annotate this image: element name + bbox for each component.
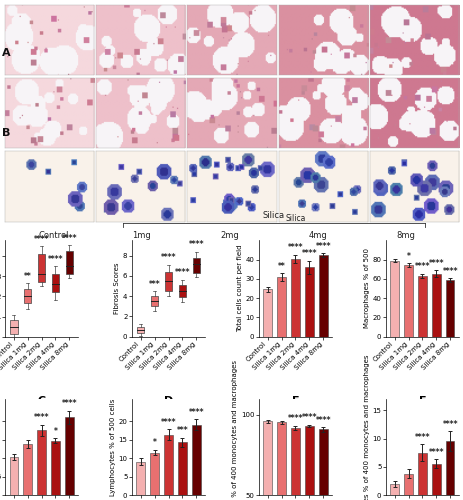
Text: *: * [53,426,57,436]
Text: ****: **** [287,414,303,424]
FancyBboxPatch shape [164,272,172,291]
FancyBboxPatch shape [178,285,186,297]
Bar [263,290,271,337]
Text: *: * [152,438,156,447]
Bar [136,462,144,495]
Y-axis label: Total cells count per field: Total cells count per field [236,244,242,332]
Text: Silica: Silica [262,212,284,220]
Y-axis label: Macrophages % of 500: Macrophages % of 500 [363,248,369,328]
Text: **: ** [277,262,285,270]
Y-axis label: Macrophages % of 400 monocytes and macrophages: Macrophages % of 400 monocytes and macro… [363,354,369,500]
Bar [431,464,439,495]
Bar [431,274,439,336]
Text: ****: **** [414,432,429,442]
Bar [403,474,412,495]
Text: ****: **** [188,240,204,249]
Text: *: * [406,252,410,260]
Bar [178,442,186,495]
Bar [164,435,172,495]
FancyBboxPatch shape [24,290,31,302]
Bar [389,260,398,336]
Text: E: E [291,396,299,406]
Bar [305,268,313,336]
Text: 8mg: 8mg [396,232,414,240]
Y-axis label: Monocyte % of 400 monocytes and macrophages: Monocyte % of 400 monocytes and macropha… [232,360,238,500]
Text: A: A [2,48,11,58]
Text: ****: **** [414,262,429,271]
FancyBboxPatch shape [192,258,200,273]
Text: ****: **** [34,414,49,422]
Text: B: B [2,128,11,138]
FancyBboxPatch shape [51,274,59,292]
Text: ****: **** [160,418,176,427]
Bar [51,440,60,495]
Bar [24,444,32,495]
FancyBboxPatch shape [65,252,73,274]
Bar [277,422,285,500]
Bar [319,255,327,336]
Bar [305,426,313,500]
Text: C: C [38,396,45,406]
Text: ****: **** [442,420,457,429]
Text: 1mg: 1mg [132,232,150,240]
Text: ****: **** [160,254,176,262]
Bar [445,280,453,336]
Text: ****: **** [174,268,190,278]
Bar [10,457,18,495]
Text: ****: **** [62,400,77,408]
Bar [417,276,425,336]
Text: ***: *** [176,426,188,436]
Text: Control: Control [38,232,69,240]
Text: F: F [418,396,425,406]
Bar [291,258,299,336]
FancyBboxPatch shape [137,327,144,333]
FancyBboxPatch shape [150,296,158,306]
FancyBboxPatch shape [38,254,45,282]
Bar [445,442,453,495]
Bar [263,422,271,500]
Text: ****: **** [315,242,331,250]
Bar [192,425,200,495]
Text: ****: **** [301,414,317,422]
Bar [65,418,74,495]
Text: 2mg: 2mg [220,232,238,240]
Bar [38,430,46,495]
Bar [319,430,327,500]
Text: ****: **** [287,244,303,252]
Bar [403,265,412,336]
Text: 4mg: 4mg [308,232,326,240]
Text: Silica: Silica [285,214,305,223]
Text: ****: **** [34,235,49,244]
Y-axis label: Lymphocytes % of 500 cells: Lymphocytes % of 500 cells [109,398,115,496]
Text: ****: **** [428,448,443,457]
Bar [389,484,398,495]
Text: ****: **** [442,266,457,276]
Bar [417,452,425,495]
Text: ***: *** [149,280,160,288]
Text: ****: **** [62,234,77,243]
Text: ****: **** [315,416,331,424]
Text: D: D [163,396,173,406]
Bar [291,428,299,500]
Bar [150,452,158,495]
Text: ****: **** [301,249,317,258]
Text: ****: **** [428,259,443,268]
Text: ****: **** [188,408,204,417]
FancyBboxPatch shape [10,320,18,334]
Text: **: ** [24,272,31,281]
Bar [277,277,285,336]
Text: ****: **** [48,255,63,264]
Y-axis label: Fibrosis Scores: Fibrosis Scores [114,262,120,314]
